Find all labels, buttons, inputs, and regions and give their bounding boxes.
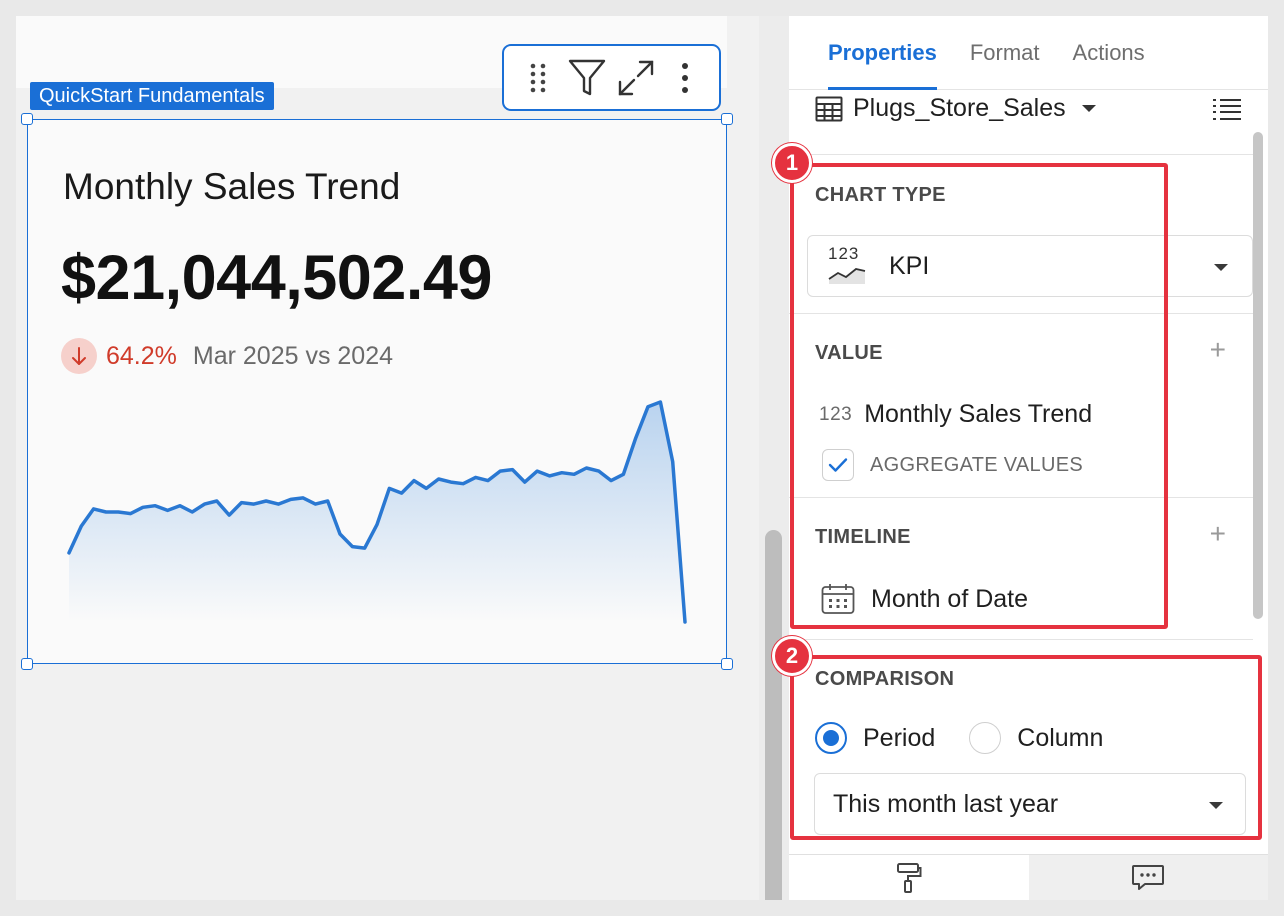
radio-period[interactable]: Period <box>815 722 935 754</box>
timeline-label: TIMELINE <box>815 526 911 548</box>
chevron-down-icon <box>1214 264 1228 271</box>
calendar-icon <box>821 584 855 614</box>
element-toolbar <box>502 44 721 111</box>
panel-tabs: Properties Format Actions <box>789 16 1268 90</box>
data-source-select[interactable]: Plugs_Store_Sales <box>815 94 1096 123</box>
kpi-chart-icon: 123 <box>828 245 868 286</box>
radio-period-control[interactable] <box>815 722 847 754</box>
chart-type-label: CHART TYPE <box>815 184 946 206</box>
list-view-icon[interactable] <box>1212 98 1242 127</box>
comparison-options: Period Column <box>815 722 1103 754</box>
resize-handle-top-right[interactable] <box>721 113 733 125</box>
sparkline-chart <box>67 400 687 624</box>
add-value-icon[interactable]: + <box>1209 334 1226 365</box>
comment-icon[interactable] <box>1028 855 1268 900</box>
canvas-scrollbar-thumb[interactable] <box>765 530 782 900</box>
expand-icon[interactable] <box>614 56 658 100</box>
annotation-badge-2: 2 <box>772 636 812 676</box>
radio-column-label: Column <box>1017 723 1104 752</box>
radio-column[interactable]: Column <box>969 722 1103 754</box>
kpi-title: Monthly Sales Trend <box>63 166 401 207</box>
divider <box>789 497 1253 498</box>
drag-handle-icon[interactable] <box>516 56 560 100</box>
value-field-name: Monthly Sales Trend <box>864 400 1093 428</box>
data-source-name: Plugs_Store_Sales <box>853 94 1066 122</box>
comparison-selected-value: This month last year <box>833 790 1059 818</box>
value-field[interactable]: 123 Monthly Sales Trend <box>819 400 1092 429</box>
annotation-badge-1: 1 <box>772 143 812 183</box>
paint-roller-icon[interactable] <box>789 855 1029 900</box>
radio-period-label: Period <box>863 723 936 752</box>
sparkline-area <box>69 402 685 622</box>
filter-icon[interactable] <box>565 56 609 100</box>
chevron-down-icon <box>1209 802 1223 809</box>
annotation-box-2 <box>790 655 1262 840</box>
kpi-card[interactable]: Monthly Sales Trend $21,044,502.49 64.2%… <box>21 113 733 670</box>
comparison-select[interactable]: This month last year <box>814 773 1246 835</box>
add-timeline-icon[interactable]: + <box>1209 518 1226 549</box>
timeline-field-name: Month of Date <box>871 584 1029 613</box>
kpi-delta: 64.2% Mar 2025 vs 2024 <box>61 338 393 374</box>
radio-column-control[interactable] <box>969 722 1002 754</box>
delta-percent: 64.2% <box>106 341 177 370</box>
table-icon <box>815 96 843 121</box>
comparison-label: COMPARISON <box>815 668 955 690</box>
timeline-field[interactable]: Month of Date <box>821 583 1028 615</box>
number-type-icon: 123 <box>819 403 853 425</box>
aggregate-label: AGGREGATE VALUES <box>870 453 1084 476</box>
chevron-down-icon <box>1081 105 1096 112</box>
arrow-down-icon <box>61 338 97 374</box>
kpi-value: $21,044,502.49 <box>61 243 492 313</box>
more-vertical-icon[interactable] <box>663 56 707 100</box>
chart-type-value: KPI <box>889 252 930 280</box>
divider <box>789 313 1253 314</box>
panel-scrollbar-thumb[interactable] <box>1253 132 1263 619</box>
aggregate-checkbox[interactable] <box>822 449 854 481</box>
divider <box>789 639 1253 640</box>
comparison-period: Mar 2025 vs 2024 <box>192 341 394 370</box>
resize-handle-bottom-left[interactable] <box>21 658 33 670</box>
divider <box>789 154 1253 155</box>
resize-handle-bottom-right[interactable] <box>721 658 733 670</box>
value-label: VALUE <box>815 342 883 364</box>
aggregate-values-option[interactable]: AGGREGATE VALUES <box>822 449 1083 481</box>
tab-properties[interactable]: Properties <box>828 16 937 90</box>
sparkline-line <box>67 400 687 624</box>
chart-type-select[interactable]: 123 KPI <box>807 235 1253 297</box>
tab-format[interactable]: Format <box>969 40 1040 65</box>
tab-actions[interactable]: Actions <box>1072 40 1145 65</box>
page-tag: QuickStart Fundamentals <box>30 82 274 110</box>
annotation-box-1 <box>790 163 1168 629</box>
panel-bottom-bar <box>789 854 1268 900</box>
resize-handle-top-left[interactable] <box>21 113 33 125</box>
check-icon <box>828 458 848 472</box>
